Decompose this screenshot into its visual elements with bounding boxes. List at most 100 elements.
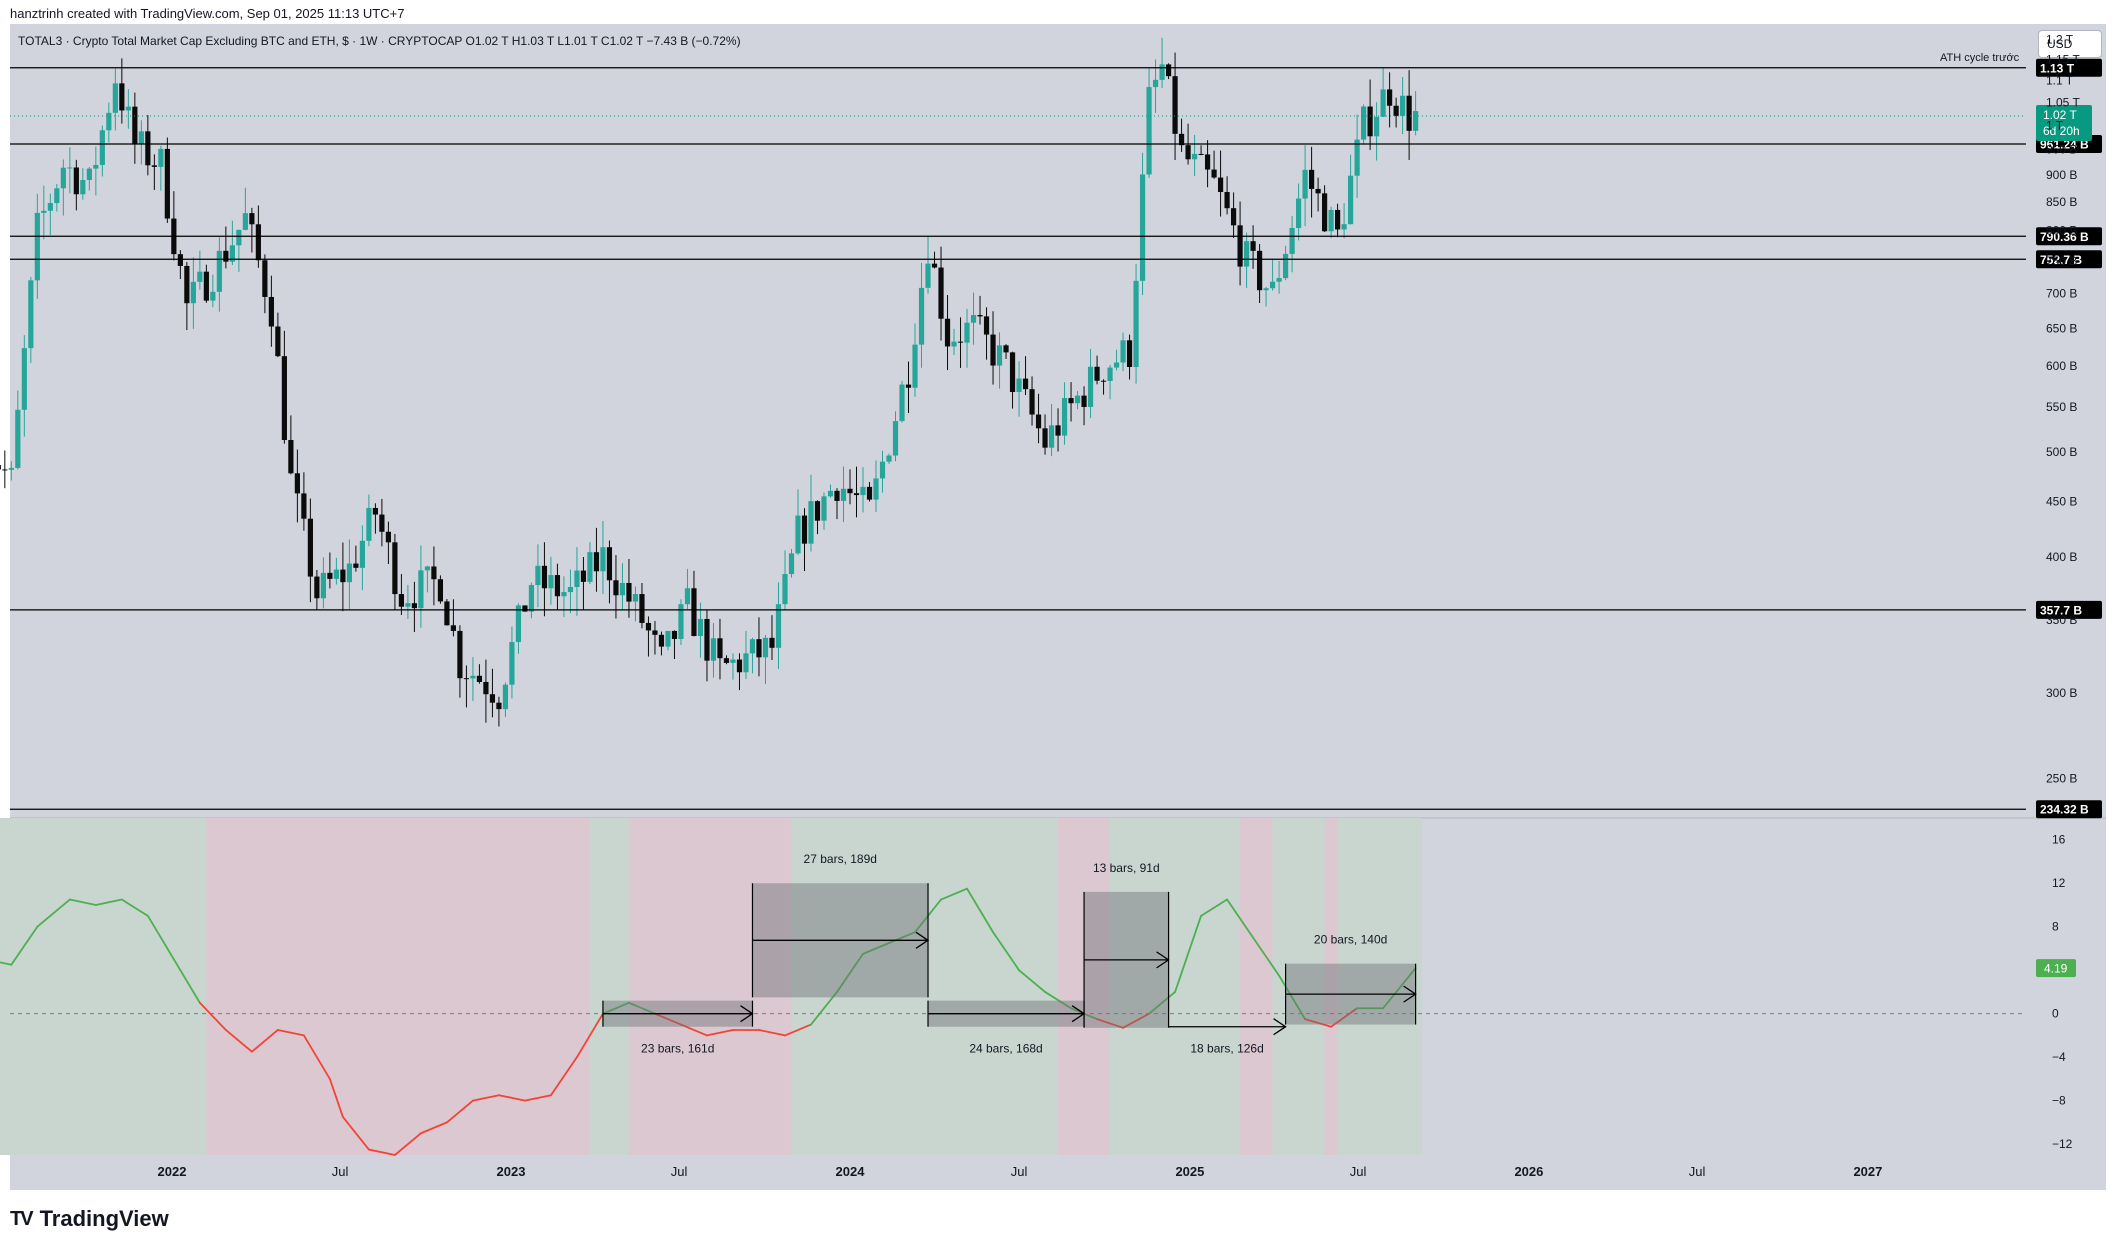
currency-button[interactable]: USD <box>2038 30 2102 58</box>
candle-body <box>899 384 905 422</box>
candle-body <box>1094 366 1100 381</box>
price-tick-label: 1.2 T <box>2046 32 2074 46</box>
candle <box>359 525 365 591</box>
candle <box>1400 77 1406 135</box>
candle-body <box>814 501 821 521</box>
osc-zone-9 <box>1324 818 1338 1155</box>
osc-segment <box>172 958 201 1004</box>
candle-body <box>541 565 548 589</box>
candle <box>1048 404 1055 457</box>
candle-body <box>821 496 827 521</box>
candle <box>288 415 294 475</box>
candle <box>541 542 548 617</box>
candle-body <box>41 210 47 213</box>
candle-body <box>1139 174 1146 281</box>
candle-body <box>1315 188 1321 194</box>
candle <box>1146 68 1152 178</box>
candle-body <box>80 180 86 195</box>
osc-segment <box>224 1029 253 1053</box>
candle-body <box>704 618 710 661</box>
candle <box>834 488 840 520</box>
candle <box>736 653 743 691</box>
candle-body <box>749 639 756 654</box>
candle <box>275 312 281 358</box>
candle-body <box>808 501 814 544</box>
candle <box>886 453 892 464</box>
candle-body <box>54 188 60 204</box>
price-tick-label: 500 B <box>2046 445 2077 459</box>
candle <box>1191 134 1198 177</box>
osc-tick-label: −12 <box>2052 1137 2073 1151</box>
candle-body <box>1380 89 1386 117</box>
candle <box>327 552 333 589</box>
osc-segment <box>1122 1012 1150 1029</box>
candle <box>346 539 352 609</box>
candle-body <box>652 630 658 635</box>
candle-body <box>340 569 346 583</box>
candle-body <box>489 694 496 703</box>
candle-body <box>925 263 931 288</box>
candle-body <box>1263 288 1269 291</box>
candle-body <box>970 315 977 323</box>
candle <box>671 630 678 659</box>
candle <box>964 308 970 368</box>
candle-body <box>164 148 170 219</box>
candle <box>203 264 209 303</box>
candle-body <box>1217 177 1224 193</box>
candle <box>1224 176 1230 215</box>
candle-body <box>697 618 704 636</box>
candle-body <box>1308 169 1315 189</box>
candle-body <box>0 465 1 470</box>
candle-body <box>450 625 457 631</box>
candle-body <box>593 552 600 572</box>
candle-body <box>457 630 463 679</box>
candle-body <box>197 271 203 282</box>
time-tick-label: Jul <box>1011 1164 1028 1179</box>
candle <box>340 542 346 612</box>
candle-body <box>912 344 918 388</box>
candle <box>983 307 990 360</box>
candle <box>1107 364 1113 400</box>
candle-body <box>502 684 509 710</box>
candle <box>970 292 977 345</box>
candle <box>1263 286 1269 307</box>
candle <box>21 335 27 437</box>
candle-body <box>60 167 66 189</box>
candle <box>509 626 515 699</box>
osc-segment <box>420 1121 448 1135</box>
level-tag-4 <box>2036 600 2102 619</box>
candle-body <box>600 547 606 572</box>
price-axis: 250 B 300 B 350 B 400 B 450 B 500 B 550 B 600 B… <box>2046 32 2080 785</box>
measure-1: 27 bars, 189d <box>751 852 930 998</box>
candle-body <box>1354 139 1360 176</box>
candle <box>1211 150 1217 179</box>
candle <box>106 102 112 143</box>
candle-body <box>366 507 372 541</box>
candle-body <box>1178 133 1185 146</box>
candle-body <box>957 341 964 343</box>
candle-body <box>1035 414 1042 429</box>
level-tag-label-3: 752.7 B <box>2040 253 2082 267</box>
osc-segment <box>1148 991 1176 1015</box>
time-tick-label: 2024 <box>836 1164 866 1179</box>
candle-body <box>314 576 320 599</box>
candle-body <box>1198 153 1204 155</box>
candle-body <box>99 130 105 165</box>
candle-body <box>554 575 561 597</box>
measure-arrow-head <box>1273 1018 1287 1036</box>
price-tick-label: 1 T <box>2046 118 2064 132</box>
osc-value-tag <box>2036 959 2076 978</box>
candle <box>392 533 398 610</box>
candle <box>398 574 405 616</box>
candle <box>151 154 157 190</box>
candle <box>1022 356 1029 396</box>
tradingview-logo[interactable]: TV TradingView <box>10 1206 169 1232</box>
candle-body <box>743 653 749 673</box>
candle <box>54 184 60 212</box>
candle <box>691 570 697 637</box>
candle-body <box>1400 95 1406 116</box>
osc-tick-label: 12 <box>2052 876 2066 890</box>
candle <box>814 500 821 535</box>
candle <box>626 558 632 618</box>
